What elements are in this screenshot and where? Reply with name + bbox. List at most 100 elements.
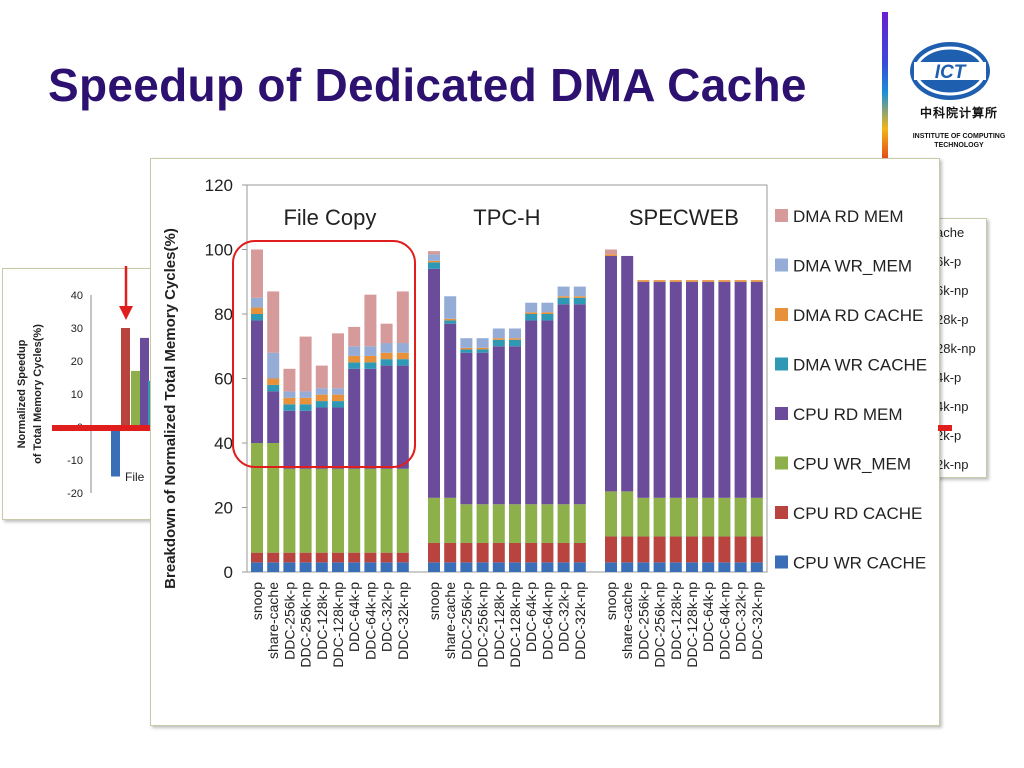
partial-legend-item: 28k-p xyxy=(936,312,969,327)
breakdown-chart-panel: 0 20 40 60 80 100 120 Breakdown of Normalized T… xyxy=(150,158,940,726)
bar-segment xyxy=(332,407,344,469)
x-tick-label: DDC-128k-p xyxy=(314,582,330,660)
bar-segment xyxy=(669,562,682,572)
legend-swatch xyxy=(775,506,788,519)
bar-segment xyxy=(444,542,457,563)
bar-segment xyxy=(299,397,312,405)
x-tick-label: DDC-256k-p xyxy=(458,582,474,660)
group-label: SPECWEB xyxy=(629,205,739,230)
bar-segment xyxy=(669,281,682,498)
x-tick-label: DDC-32k-np xyxy=(572,582,588,660)
legend-swatch xyxy=(775,308,788,321)
bar-segment xyxy=(541,312,554,314)
bar-segment xyxy=(686,562,698,572)
bar-segment xyxy=(460,338,473,348)
group-label: TPC-H xyxy=(473,205,540,230)
x-tick-label: DDC-32k-p xyxy=(379,582,395,652)
bar-segment xyxy=(396,562,409,572)
bar-segment xyxy=(637,280,650,282)
bar-segment xyxy=(251,320,263,443)
left-category-label: File xyxy=(125,470,145,484)
bar-segment xyxy=(734,281,747,498)
bar-segment xyxy=(283,368,296,392)
y-tick-label: 0 xyxy=(224,563,233,582)
legend-swatch xyxy=(775,555,788,569)
x-tick-label: snoop xyxy=(426,582,442,620)
legend-label: DMA WR_MEM xyxy=(793,257,912,276)
bar-segment xyxy=(267,378,280,385)
partial-legend-item: 4k-p xyxy=(936,370,962,385)
bar-segment xyxy=(573,297,586,305)
bar-segment xyxy=(283,397,296,405)
bar-segment xyxy=(541,320,554,505)
left-ytick-label: 20 xyxy=(71,356,83,368)
bar-segment xyxy=(283,468,296,553)
bar-segment xyxy=(605,491,617,537)
ict-logo-mark: ICT xyxy=(910,42,990,100)
bar-segment xyxy=(283,552,296,563)
bar-segment xyxy=(348,368,361,469)
bar-segment xyxy=(332,468,344,553)
bar-segment xyxy=(444,323,457,498)
partial-legend-item: 4k-np xyxy=(936,399,969,414)
left-ytick-label: 10 xyxy=(71,389,83,401)
bar-segment xyxy=(348,355,361,363)
bar-segment xyxy=(509,346,521,505)
bar-segment xyxy=(702,281,715,498)
bar-segment xyxy=(267,384,280,392)
bar-segment xyxy=(315,365,328,389)
bar-segment xyxy=(702,280,715,282)
bar-segment xyxy=(396,352,409,360)
bar-segment xyxy=(299,410,312,469)
bar-segment xyxy=(364,552,377,563)
bar-segment xyxy=(380,352,393,360)
logo-chinese-name: 中科院计算所 xyxy=(919,106,998,120)
bar-segment xyxy=(428,251,440,255)
bar-segment xyxy=(509,562,521,572)
x-tick-label: DDC-64k-p xyxy=(523,582,539,652)
x-tick-label: snoop xyxy=(603,582,619,620)
bar-segment xyxy=(444,318,457,321)
bar-segment xyxy=(750,497,763,537)
bar-segment xyxy=(315,388,328,395)
bar-segment xyxy=(460,349,473,353)
bar-segment xyxy=(653,280,666,282)
legend-label: CPU WR CACHE xyxy=(793,554,926,573)
logo-english-name: INSTITUTE OF COMPUTING TECHNOLOGY xyxy=(900,132,1018,150)
bar-segment xyxy=(348,362,361,369)
bar-segment xyxy=(380,365,393,469)
bar-segment xyxy=(476,352,489,505)
bar-segment xyxy=(299,391,312,398)
bar-segment xyxy=(509,504,521,543)
bar-segment xyxy=(380,468,393,553)
bar-segment xyxy=(251,552,263,563)
x-tick-label: DDC-256k-p xyxy=(281,582,297,660)
bar-segment xyxy=(621,536,634,563)
partial-legend-item: 6k-p xyxy=(936,254,962,269)
x-tick-label: DDC-256k-np xyxy=(652,582,668,668)
y-tick-label: 80 xyxy=(214,305,233,324)
slide-title: Speedup of Dedicated DMA Cache xyxy=(48,59,807,111)
bar-segment xyxy=(267,552,280,563)
bar-segment xyxy=(718,280,731,282)
bar-segment xyxy=(573,296,586,298)
legend-swatch xyxy=(775,258,788,272)
bar-segment xyxy=(267,391,280,443)
legend-swatch xyxy=(775,209,788,222)
bar-segment xyxy=(299,468,312,553)
bar-segment xyxy=(557,504,570,543)
x-tick-label: DDC-32k-np xyxy=(395,582,411,660)
breakdown-chart: 0 20 40 60 80 100 120 Breakdown of Normalized T… xyxy=(162,176,927,668)
bar-segment xyxy=(669,536,682,563)
bar-segment xyxy=(460,352,473,505)
bar-segment xyxy=(460,562,473,572)
left-ytick-label: -10 xyxy=(67,455,83,467)
bar-segment xyxy=(637,497,650,537)
bar-segment xyxy=(396,343,409,353)
bar-segment xyxy=(283,391,296,398)
bar-segment xyxy=(396,359,409,366)
bar-segment xyxy=(541,562,554,572)
bar-segment xyxy=(621,491,634,537)
legend-label: DMA WR CACHE xyxy=(793,356,927,375)
bar-segment xyxy=(525,504,538,543)
